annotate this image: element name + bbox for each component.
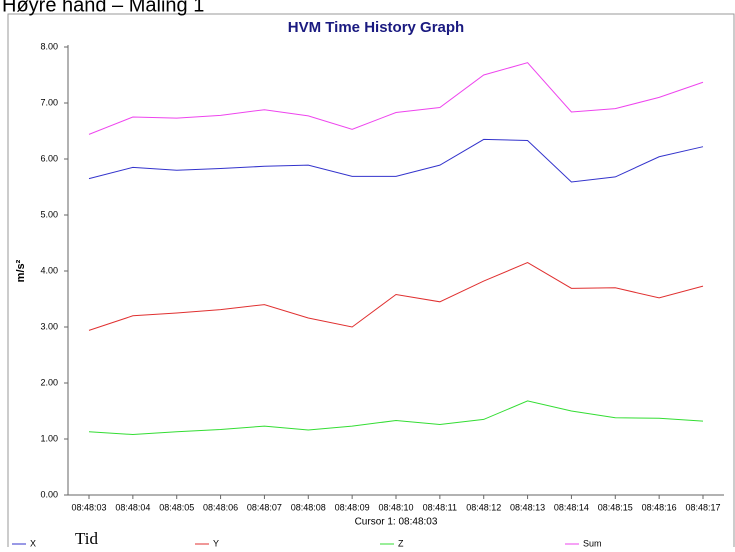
footer-label: Tid xyxy=(75,529,99,547)
y-tick-label: 8.00 xyxy=(40,41,58,51)
chart-frame xyxy=(7,13,735,552)
x-tick-label: 08:48:06 xyxy=(203,502,238,512)
x-tick-label: 08:48:08 xyxy=(291,502,326,512)
x-tick-label: 08:48:10 xyxy=(378,502,413,512)
x-tick-label: 08:48:13 xyxy=(510,502,545,512)
series-line xyxy=(88,138,704,183)
y-tick-label: 0.00 xyxy=(40,489,58,499)
x-tick-label: 08:48:11 xyxy=(423,502,457,512)
y-tick-label: 4.00 xyxy=(40,265,58,275)
y-tick-label: 1.00 xyxy=(40,433,58,443)
x-tick-label: 08:48:17 xyxy=(685,502,720,512)
y-tick-label: 3.00 xyxy=(40,321,58,331)
page-header: Høyre hånd – Måling 1 xyxy=(2,0,204,16)
y-tick-label: 2.00 xyxy=(40,377,58,387)
x-tick-label: 08:48:12 xyxy=(466,502,501,512)
legend-label: X xyxy=(30,538,36,547)
x-tick-label: 08:48:07 xyxy=(247,502,282,512)
x-tick-label: 08:48:09 xyxy=(335,502,370,512)
y-tick-label: 5.00 xyxy=(40,209,58,219)
x-tick-label: 08:48:16 xyxy=(642,502,677,512)
x-tick-label: 08:48:14 xyxy=(554,502,589,512)
chart-title: HVM Time History Graph xyxy=(288,19,464,36)
legend-label: Z xyxy=(398,538,404,547)
legend-label: Y xyxy=(213,538,219,547)
legend-label: Sum xyxy=(583,538,602,547)
y-axis-label: m/s² xyxy=(15,259,27,282)
y-tick-label: 6.00 xyxy=(40,153,58,163)
x-tick-label: 08:48:05 xyxy=(159,502,194,512)
x-tick-label: 08:48:03 xyxy=(71,502,106,512)
series-line xyxy=(88,262,704,331)
series-line xyxy=(88,400,704,436)
x-axis-label: Cursor 1: 08:48:03 xyxy=(355,517,438,528)
y-tick-label: 7.00 xyxy=(40,97,58,107)
series-line xyxy=(88,62,704,135)
x-tick-label: 08:48:04 xyxy=(115,502,150,512)
x-tick-label: 08:48:15 xyxy=(598,502,633,512)
